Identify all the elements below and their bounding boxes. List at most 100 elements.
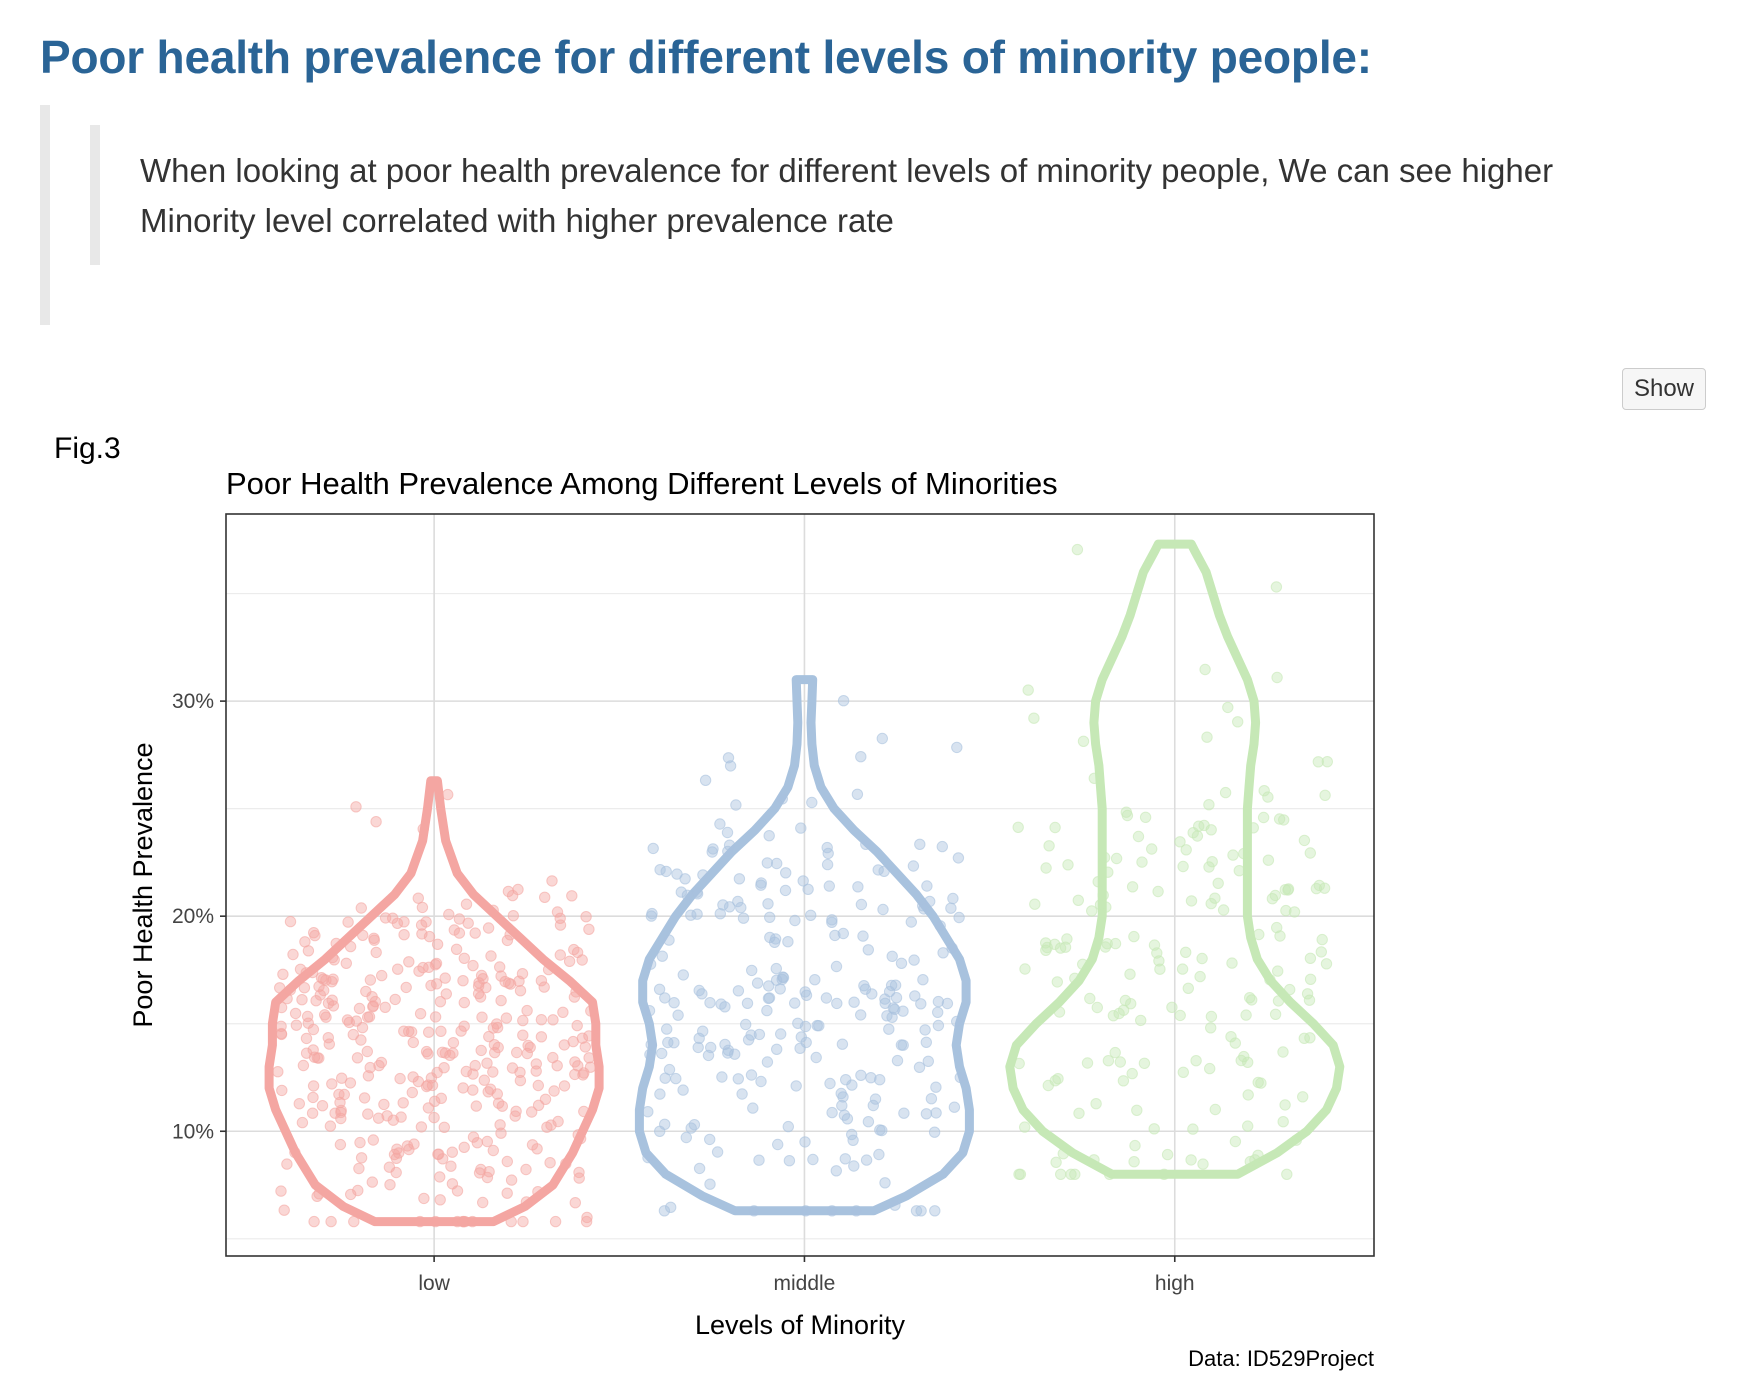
data-point-low — [372, 1112, 385, 1124]
data-point-low — [417, 961, 429, 974]
data-point-middle — [932, 1019, 945, 1032]
data-point-middle — [654, 864, 666, 876]
data-point-low — [423, 930, 436, 943]
data-point-high — [1205, 897, 1217, 910]
data-point-middle — [855, 751, 867, 763]
data-point-low — [558, 1080, 571, 1092]
data-point-low — [355, 902, 367, 914]
data-point-middle — [661, 1023, 673, 1035]
data-point-low — [276, 1084, 288, 1097]
data-point-high — [1279, 1099, 1291, 1111]
data-point-middle — [783, 1155, 796, 1167]
data-point-high — [1094, 899, 1107, 911]
data-point-low — [514, 985, 527, 997]
data-point-high — [1061, 933, 1073, 945]
data-point-middle — [941, 997, 954, 1010]
show-code-button[interactable]: Show — [1622, 368, 1706, 410]
data-point-low — [416, 901, 429, 914]
data-point-low — [530, 1065, 542, 1077]
data-point-low — [308, 1215, 320, 1228]
data-point-high — [1084, 992, 1096, 1005]
data-point-middle — [802, 883, 814, 895]
data-point-high — [1217, 904, 1230, 916]
data-point-high — [1073, 1107, 1085, 1120]
data-point-middle — [921, 880, 933, 892]
data-point-high — [1120, 806, 1133, 818]
data-point-low — [360, 985, 372, 998]
data-point-high — [1205, 1010, 1218, 1023]
data-point-middle — [930, 1107, 942, 1119]
data-point-high — [1131, 1104, 1143, 1117]
data-point-middle — [948, 1101, 961, 1113]
data-point-low — [476, 1011, 488, 1023]
data-point-middle — [953, 911, 965, 924]
data-point-low — [481, 1135, 493, 1148]
data-point-middle — [898, 1107, 910, 1119]
data-point-middle — [922, 1055, 934, 1068]
data-point-high — [1272, 995, 1285, 1007]
data-point-middle — [936, 840, 948, 853]
data-point-high — [1242, 1056, 1254, 1069]
data-point-high — [1022, 684, 1034, 696]
data-point-middle — [869, 1093, 882, 1105]
data-point-low — [330, 937, 342, 950]
data-point-low — [472, 980, 485, 992]
data-point-low — [445, 1160, 457, 1172]
data-point-low — [383, 1161, 396, 1173]
data-point-high — [1238, 847, 1250, 860]
data-point-low — [429, 1095, 441, 1108]
data-point-middle — [647, 842, 659, 855]
data-point-low — [335, 1106, 347, 1119]
data-point-low — [355, 1152, 368, 1164]
data-point-low — [376, 969, 388, 982]
data-point-middle — [862, 944, 874, 956]
data-point-high — [1180, 946, 1192, 958]
data-point-high — [1238, 1050, 1250, 1063]
data-point-low — [446, 1178, 459, 1190]
data-point-high — [1113, 1007, 1125, 1020]
data-point-high — [1201, 731, 1213, 743]
data-point-low — [429, 959, 442, 971]
data-point-middle — [764, 911, 776, 923]
data-point-middle — [826, 916, 838, 928]
data-point-low — [513, 975, 525, 987]
data-point-middle — [704, 1178, 716, 1190]
data-point-low — [314, 989, 326, 1001]
data-point-middle — [745, 1069, 758, 1081]
data-point-middle — [830, 960, 843, 973]
data-point-middle — [659, 992, 671, 1004]
data-point-middle — [920, 1108, 933, 1120]
data-point-middle — [699, 774, 712, 786]
data-point-low — [457, 975, 469, 987]
data-point-low — [546, 875, 558, 887]
data-point-high — [1274, 930, 1286, 942]
data-point-high — [1042, 1079, 1055, 1092]
data-point-middle — [855, 898, 868, 911]
data-point-low — [439, 972, 451, 984]
data-point-low — [313, 1052, 325, 1064]
data-point-high — [1227, 849, 1239, 861]
data-point-middle — [737, 912, 750, 924]
data-point-low — [298, 982, 311, 994]
data-point-high — [1269, 1008, 1282, 1020]
data-point-high — [1318, 882, 1331, 894]
violin-layer — [264, 539, 1345, 1227]
data-point-middle — [715, 998, 727, 1010]
data-point-high — [1264, 974, 1276, 986]
data-point-high — [1158, 1168, 1170, 1181]
data-point-low — [354, 1136, 366, 1149]
data-point-low — [281, 992, 293, 1005]
data-point-low — [500, 1012, 513, 1024]
data-point-high — [1081, 1057, 1094, 1069]
data-point-low — [296, 994, 308, 1006]
data-point-low — [348, 1215, 360, 1228]
data-point-low — [281, 1158, 293, 1170]
data-point-high — [1253, 928, 1265, 941]
data-point-middle — [769, 933, 782, 945]
data-point-middle — [762, 992, 775, 1005]
data-point-low — [393, 1147, 405, 1159]
data-point-low — [373, 1059, 385, 1072]
data-point-high — [1107, 1010, 1120, 1022]
data-point-high — [1018, 1121, 1031, 1133]
data-point-middle — [702, 1049, 715, 1062]
